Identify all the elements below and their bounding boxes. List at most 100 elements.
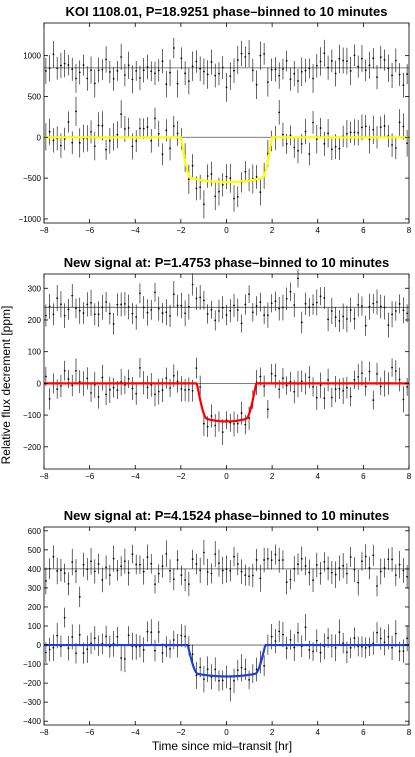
data-point: [259, 301, 262, 303]
data-point: [346, 572, 348, 575]
data-point: [169, 71, 171, 74]
data-point: [90, 69, 92, 72]
data-point: [199, 67, 202, 70]
data-point: [75, 110, 77, 113]
data-point: [379, 637, 382, 640]
data-point: [101, 306, 104, 309]
y-tick-label: 500: [28, 546, 42, 555]
data-point: [255, 304, 258, 307]
x-tick-label: 2: [270, 226, 275, 235]
chart-panel-2: New signal at: P=1.4753 phase–binned to …: [23, 255, 412, 481]
data-point: [394, 310, 397, 312]
data-point: [255, 83, 258, 86]
data-point: [195, 297, 198, 300]
data-point: [82, 312, 85, 314]
data-point: [135, 645, 138, 648]
data-point: [78, 380, 81, 383]
data-point: [379, 126, 382, 129]
data-point: [203, 678, 205, 681]
data-point: [52, 139, 55, 142]
data-point: [184, 635, 187, 638]
data-point: [361, 305, 363, 307]
data-point: [154, 393, 156, 396]
data-point: [330, 148, 333, 151]
data-point: [402, 125, 405, 128]
data-point: [146, 630, 149, 633]
data-point: [327, 132, 329, 135]
data-point: [379, 385, 382, 388]
data-point: [161, 153, 164, 156]
data-point: [44, 651, 47, 654]
data-point: [244, 303, 247, 306]
data-point: [304, 69, 307, 72]
data-point: [293, 72, 296, 75]
data-point: [244, 574, 247, 577]
data-point: [44, 314, 47, 317]
data-point: [124, 560, 126, 563]
data-point: [406, 386, 409, 388]
data-point: [165, 645, 168, 648]
data-point: [270, 68, 273, 71]
data-point: [361, 560, 363, 563]
data-point: [157, 572, 160, 575]
data-point: [368, 645, 371, 648]
data-point: [293, 646, 296, 649]
data-point: [71, 636, 74, 638]
data-point: [203, 299, 205, 302]
data-point: [361, 372, 363, 375]
data-point: [75, 570, 77, 573]
data-point: [346, 318, 348, 320]
data-point: [394, 147, 397, 149]
data-point: [259, 54, 262, 57]
data-point: [334, 145, 337, 148]
data-point: [63, 572, 66, 574]
data-point: [338, 631, 341, 634]
data-point: [259, 191, 262, 194]
data-point: [191, 389, 194, 392]
data-point: [165, 129, 168, 132]
y-tick-label: −100: [23, 660, 42, 669]
data-point: [353, 54, 356, 57]
data-point: [60, 144, 62, 147]
data-point: [67, 582, 70, 585]
data-point: [48, 397, 51, 400]
data-point: [379, 570, 382, 573]
x-tick-label: 4: [316, 226, 321, 235]
data-point: [199, 296, 202, 299]
data-point: [372, 128, 375, 131]
data-point: [308, 571, 311, 574]
data-point: [184, 579, 187, 581]
data-point: [229, 177, 232, 180]
x-tick-label: −2: [176, 226, 186, 235]
data-point: [282, 377, 284, 380]
x-tick-label: 6: [361, 472, 366, 481]
data-point: [315, 639, 318, 642]
data-point: [199, 186, 202, 189]
data-point: [387, 324, 390, 327]
data-point: [210, 415, 213, 417]
data-point: [71, 384, 74, 387]
data-point: [52, 53, 55, 56]
data-point: [285, 647, 288, 649]
data-point: [127, 377, 130, 380]
data-point: [259, 577, 262, 580]
data-point: [90, 131, 92, 133]
data-point: [150, 309, 153, 311]
x-tick-label: −6: [85, 728, 95, 737]
data-point: [233, 423, 235, 425]
data-point: [312, 303, 314, 306]
data-point: [131, 312, 134, 315]
data-point: [120, 565, 123, 568]
data-point: [218, 562, 220, 565]
data-point: [346, 60, 348, 63]
data-point: [131, 78, 134, 81]
data-point: [176, 132, 179, 135]
x-tick-label: 4: [316, 472, 321, 481]
data-point: [180, 57, 183, 60]
data-point: [150, 139, 153, 142]
data-point: [338, 567, 341, 570]
data-point: [63, 314, 66, 317]
data-point: [300, 380, 303, 383]
data-point: [120, 657, 123, 659]
data-point: [75, 652, 77, 655]
